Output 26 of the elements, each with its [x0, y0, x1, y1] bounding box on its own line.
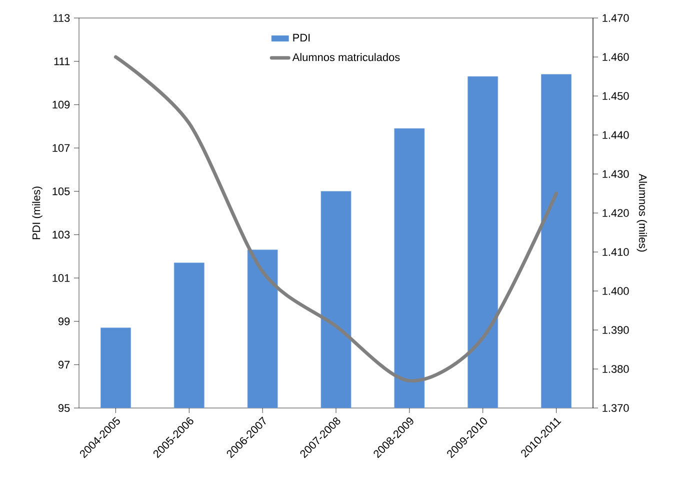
y2-tick-label: 1.460: [602, 53, 629, 61]
y-tick-label: 105: [52, 187, 70, 196]
y2-tick-label: 1.450: [602, 92, 629, 100]
y2-tick-label: 1.470: [602, 14, 629, 22]
y2-axis-title: Alumnos (miles): [636, 174, 647, 252]
legend-label: Alumnos matriculados: [292, 53, 400, 62]
y2-tick-label: 1.420: [602, 209, 629, 217]
y2-tick-label: 1.380: [602, 365, 629, 373]
y2-tick-label: 1.390: [602, 326, 629, 334]
y-tick-label: 101: [52, 274, 70, 282]
y2-tick-label: 1.410: [602, 248, 629, 256]
y-axis-title: PDI (miles): [32, 186, 42, 240]
y2-tick-label: 1.370: [602, 404, 629, 412]
line-series: [114, 55, 558, 382]
y-tick-label: 103: [52, 230, 70, 239]
y-tick-label: 97: [58, 360, 70, 369]
y2-tick-label: 1.400: [602, 287, 629, 295]
y-tick-label: 111: [54, 58, 70, 66]
y-tick-label: 109: [52, 100, 70, 109]
y-tick-label: 113: [54, 14, 70, 22]
y2-tick-label: 1.440: [602, 131, 629, 139]
y-tick-label: 107: [52, 144, 70, 152]
y-tick-label: 99: [58, 317, 70, 326]
y-tick-label: 95: [58, 404, 70, 412]
y2-tick-label: 1.430: [602, 170, 629, 178]
legend-label: PDI: [293, 34, 310, 42]
